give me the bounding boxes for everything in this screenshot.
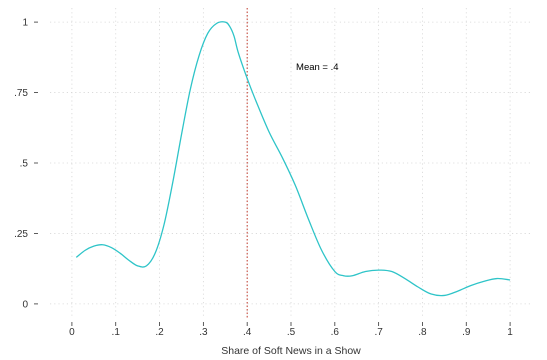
y-tick-label: 1 bbox=[22, 18, 28, 29]
y-tick-label: .5 bbox=[20, 159, 29, 170]
gridlines bbox=[50, 8, 532, 318]
x-tick-label: .2 bbox=[155, 327, 164, 338]
mean-annotation: Mean = .4 bbox=[296, 62, 339, 73]
density-curve bbox=[75, 21, 511, 297]
y-tick-label: .25 bbox=[14, 229, 28, 240]
x-tick-label: .9 bbox=[462, 327, 471, 338]
x-tick-label: .8 bbox=[418, 327, 427, 338]
x-tick-label: .3 bbox=[199, 327, 208, 338]
x-tick-label: .1 bbox=[112, 327, 121, 338]
x-tick-label: 1 bbox=[507, 327, 513, 338]
y-tick-label: 0 bbox=[22, 299, 28, 310]
x-tick-label: .7 bbox=[374, 327, 383, 338]
y-tick-label: .75 bbox=[14, 88, 28, 99]
x-tick-label: .6 bbox=[331, 327, 340, 338]
x-axis: 0 .1 .2 .3 .4 .5 .6 .7 .8 .9 1 bbox=[69, 322, 513, 338]
x-tick-label: .5 bbox=[287, 327, 296, 338]
x-tick-label: .4 bbox=[243, 327, 252, 338]
x-tick-label: 0 bbox=[69, 327, 75, 338]
y-axis: 0 .25 .5 .75 1 bbox=[14, 18, 38, 310]
x-axis-label: Share of Soft News in a Show bbox=[221, 345, 361, 357]
